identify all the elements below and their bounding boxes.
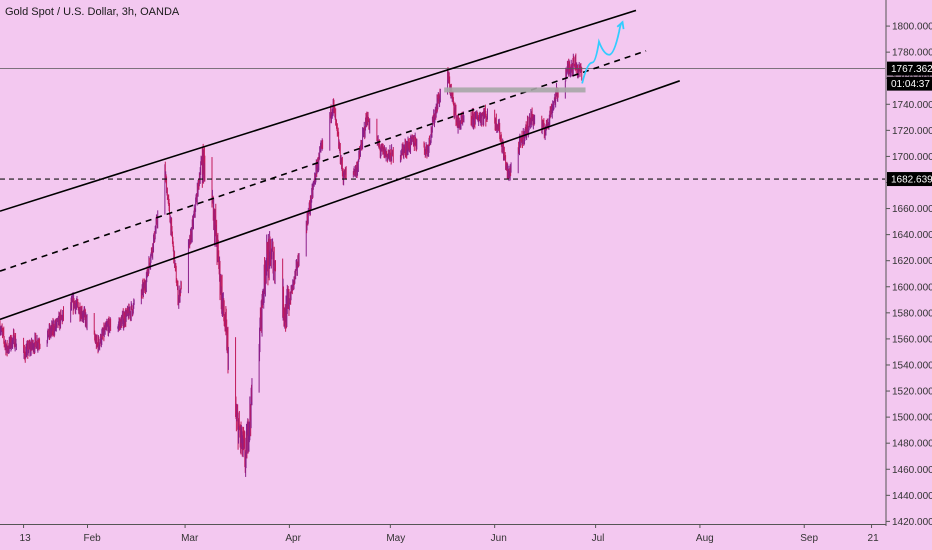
x-tick-label-2: Mar [181,533,199,544]
drawing-layer[interactable] [0,9,885,321]
x-tick-label-4: May [386,533,405,544]
y-tick-label-9: 1620.000 [892,256,932,267]
y-tick-label-7: 1660.000 [892,204,932,215]
resistance-zone[interactable] [444,87,586,93]
channel-upper-line[interactable] [0,9,637,212]
countdown-badge: 01:04:37 [891,79,930,90]
y-tick-label-3: 1740.000 [892,100,932,111]
x-tick-label-1: Feb [83,533,101,544]
x-tick-label-9: 21 [868,533,880,544]
x-tick-label-7: Aug [696,533,714,544]
y-tick-label-19: 1420.000 [892,517,932,528]
y-tick-label-12: 1560.000 [892,334,932,345]
y-tick-label-0: 1800.000 [892,22,932,33]
x-tick-label-0: 13 [20,533,32,544]
y-tick-label-4: 1720.000 [892,126,932,137]
projection-path[interactable] [581,21,623,84]
y-tick-label-11: 1580.000 [892,308,932,319]
y-tick-label-14: 1520.000 [892,387,932,398]
channel-mid-line[interactable] [0,50,647,272]
y-tick-label-15: 1500.000 [892,413,932,424]
y-tick-label-5: 1700.000 [892,152,932,163]
y-tick-label-10: 1600.000 [892,282,932,293]
current-price-badge: 1767.362 [891,64,932,75]
x-tick-label-3: Apr [285,533,301,544]
y-tick-label-13: 1540.000 [892,360,932,371]
support-level-badge-bg [887,172,932,187]
x-tick-label-8: Sep [800,533,818,544]
y-tick-label-1: 1780.000 [892,48,932,59]
y-tick-label-17: 1460.000 [892,465,932,476]
y-tick-label-8: 1640.000 [892,230,932,241]
projection-arrow-icon [616,20,625,30]
support-level-badge: 1682.639 [891,175,932,186]
candle-layer [0,53,583,477]
channel-lower-line[interactable] [0,80,680,321]
x-tick-label-5: Jun [491,533,507,544]
countdown-badge-bg [887,76,932,91]
y-tick-label-16: 1480.000 [892,439,932,450]
x-tick-label-6: Jul [592,533,605,544]
current-price-badge-bg [887,61,932,76]
chart-title: Gold Spot / U.S. Dollar, 3h, OANDA [5,6,180,18]
y-tick-label-18: 1440.000 [892,491,932,502]
